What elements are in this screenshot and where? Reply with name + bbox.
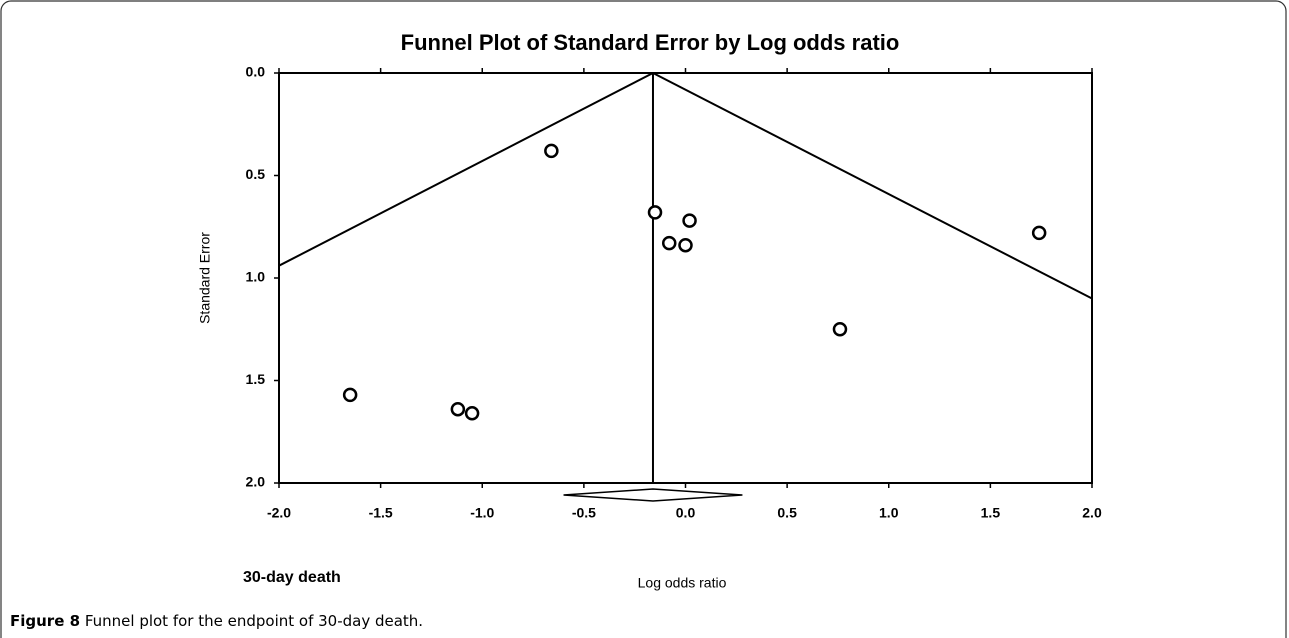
funnel-line <box>652 72 1093 300</box>
x-tick-label: 1.0 <box>879 505 899 521</box>
study-point <box>1031 225 1047 241</box>
x-tick-label: -1.5 <box>369 505 393 521</box>
x-tick-label: -0.5 <box>572 505 596 521</box>
study-point <box>464 406 480 421</box>
caption-text: Funnel plot for the endpoint of 30-day d… <box>85 612 423 630</box>
y-tick-label: 1.0 <box>246 269 266 285</box>
chart-title: Funnel Plot of Standard Error by Log odd… <box>401 30 900 55</box>
funnel-line <box>278 72 654 267</box>
y-tick-label: 1.5 <box>246 371 266 387</box>
caption: Figure 8 Funnel plot for the endpoint of… <box>10 612 423 630</box>
y-tick-label: 2.0 <box>246 474 266 490</box>
x-axis-label: Log odds ratio <box>638 575 727 591</box>
plot-area <box>278 72 1093 484</box>
x-tick-label: 1.5 <box>981 505 1001 521</box>
x-tick-label: 0.0 <box>676 505 696 521</box>
summary-diamond <box>563 488 743 502</box>
study-point <box>682 213 697 228</box>
x-tick-label: -2.0 <box>267 505 291 521</box>
caption-label: Figure 8 <box>10 612 80 630</box>
study-point <box>661 235 677 251</box>
y-tick-label: 0.0 <box>246 64 266 80</box>
subplot-label: 30-day death <box>243 569 341 586</box>
study-point <box>832 322 848 337</box>
study-point <box>544 143 559 159</box>
x-tick-label: -1.0 <box>470 505 494 521</box>
y-axis-label: Standard Error <box>197 232 213 324</box>
study-point <box>450 401 466 417</box>
y-tick-label: 0.5 <box>246 166 266 182</box>
x-tick-label: 0.5 <box>777 505 797 521</box>
study-point <box>678 237 693 253</box>
study-point <box>647 205 663 220</box>
study-point <box>342 387 358 403</box>
x-tick-label: 2.0 <box>1082 505 1102 521</box>
